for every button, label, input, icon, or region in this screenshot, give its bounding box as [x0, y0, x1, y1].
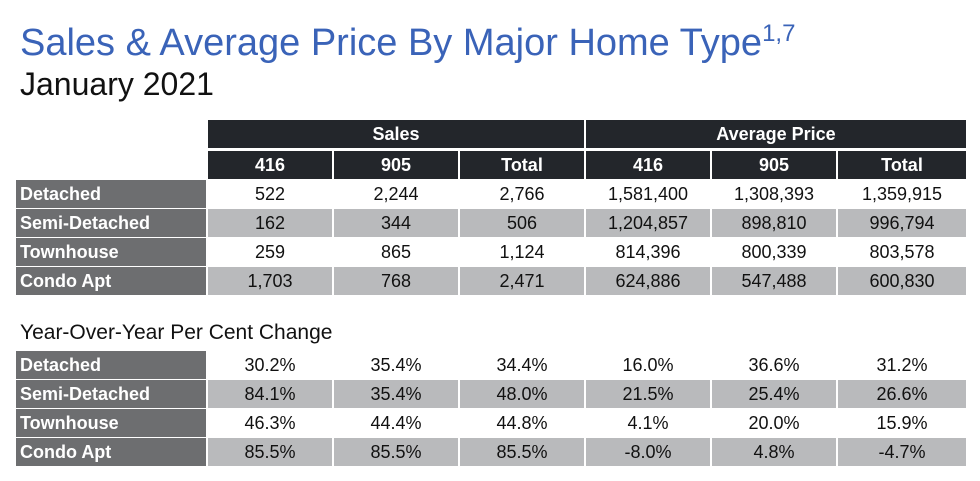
- table-cell: 814,396: [586, 238, 710, 266]
- table-cell: 344: [334, 209, 458, 237]
- row-label: Semi-Detached: [16, 380, 206, 408]
- page-title: Sales & Average Price By Major Home Type…: [20, 10, 795, 67]
- table-cell: 506: [460, 209, 584, 237]
- row-label: Detached: [16, 351, 206, 379]
- title-superscript: 1,7: [762, 20, 796, 47]
- table-cell: 48.0%: [460, 380, 584, 408]
- column-header: 416: [586, 151, 710, 179]
- table-cell: 85.5%: [334, 438, 458, 466]
- row-label: Townhouse: [16, 409, 206, 437]
- table-cell: 1,359,915: [838, 180, 966, 208]
- table-cell: 35.4%: [334, 351, 458, 379]
- table-cell: 4.8%: [712, 438, 836, 466]
- table-cell: 2,766: [460, 180, 584, 208]
- table-cell: 800,339: [712, 238, 836, 266]
- row-label: Condo Apt: [16, 267, 206, 295]
- table-cell: 1,581,400: [586, 180, 710, 208]
- table-cell: 4.1%: [586, 409, 710, 437]
- column-header: 905: [334, 151, 458, 179]
- table-cell: 162: [208, 209, 332, 237]
- table-cell: 1,308,393: [712, 180, 836, 208]
- table-cell: 21.5%: [586, 380, 710, 408]
- table-cell: 84.1%: [208, 380, 332, 408]
- page-subtitle: January 2021: [20, 66, 214, 102]
- table-cell: 15.9%: [838, 409, 966, 437]
- table-cell: 898,810: [712, 209, 836, 237]
- table-cell: 624,886: [586, 267, 710, 295]
- table-cell: 44.8%: [460, 409, 584, 437]
- column-header: 905: [712, 151, 836, 179]
- table-cell: 25.4%: [712, 380, 836, 408]
- table-cell: 259: [208, 238, 332, 266]
- table-cell: 996,794: [838, 209, 966, 237]
- table-cell: 803,578: [838, 238, 966, 266]
- table-cell: 46.3%: [208, 409, 332, 437]
- avg-price-group-header: Average Price: [586, 120, 966, 148]
- table-cell: 547,488: [712, 267, 836, 295]
- table-cell: 522: [208, 180, 332, 208]
- table-cell: 1,703: [208, 267, 332, 295]
- table-cell: 2,244: [334, 180, 458, 208]
- table-cell: 1,204,857: [586, 209, 710, 237]
- table-cell: 31.2%: [838, 351, 966, 379]
- row-label: Condo Apt: [16, 438, 206, 466]
- column-header: Total: [838, 151, 966, 179]
- table-cell: 30.2%: [208, 351, 332, 379]
- column-header: Total: [460, 151, 584, 179]
- table-cell: 16.0%: [586, 351, 710, 379]
- title-text: Sales & Average Price By Major Home Type: [20, 22, 763, 64]
- table-cell: 768: [334, 267, 458, 295]
- row-label: Townhouse: [16, 238, 206, 266]
- row-label: Semi-Detached: [16, 209, 206, 237]
- column-header: 416: [208, 151, 332, 179]
- table-cell: 85.5%: [460, 438, 584, 466]
- table-cell: 34.4%: [460, 351, 584, 379]
- table-cell: 36.6%: [712, 351, 836, 379]
- table-cell: -8.0%: [586, 438, 710, 466]
- table-cell: 1,124: [460, 238, 584, 266]
- table-cell: -4.7%: [838, 438, 966, 466]
- table-cell: 865: [334, 238, 458, 266]
- table-cell: 2,471: [460, 267, 584, 295]
- table-cell: 600,830: [838, 267, 966, 295]
- table-cell: 44.4%: [334, 409, 458, 437]
- yoy-section-title: Year-Over-Year Per Cent Change: [20, 321, 333, 344]
- table-cell: 20.0%: [712, 409, 836, 437]
- sales-group-header: Sales: [208, 120, 584, 148]
- table-cell: 35.4%: [334, 380, 458, 408]
- row-label: Detached: [16, 180, 206, 208]
- table-cell: 26.6%: [838, 380, 966, 408]
- table-cell: 85.5%: [208, 438, 332, 466]
